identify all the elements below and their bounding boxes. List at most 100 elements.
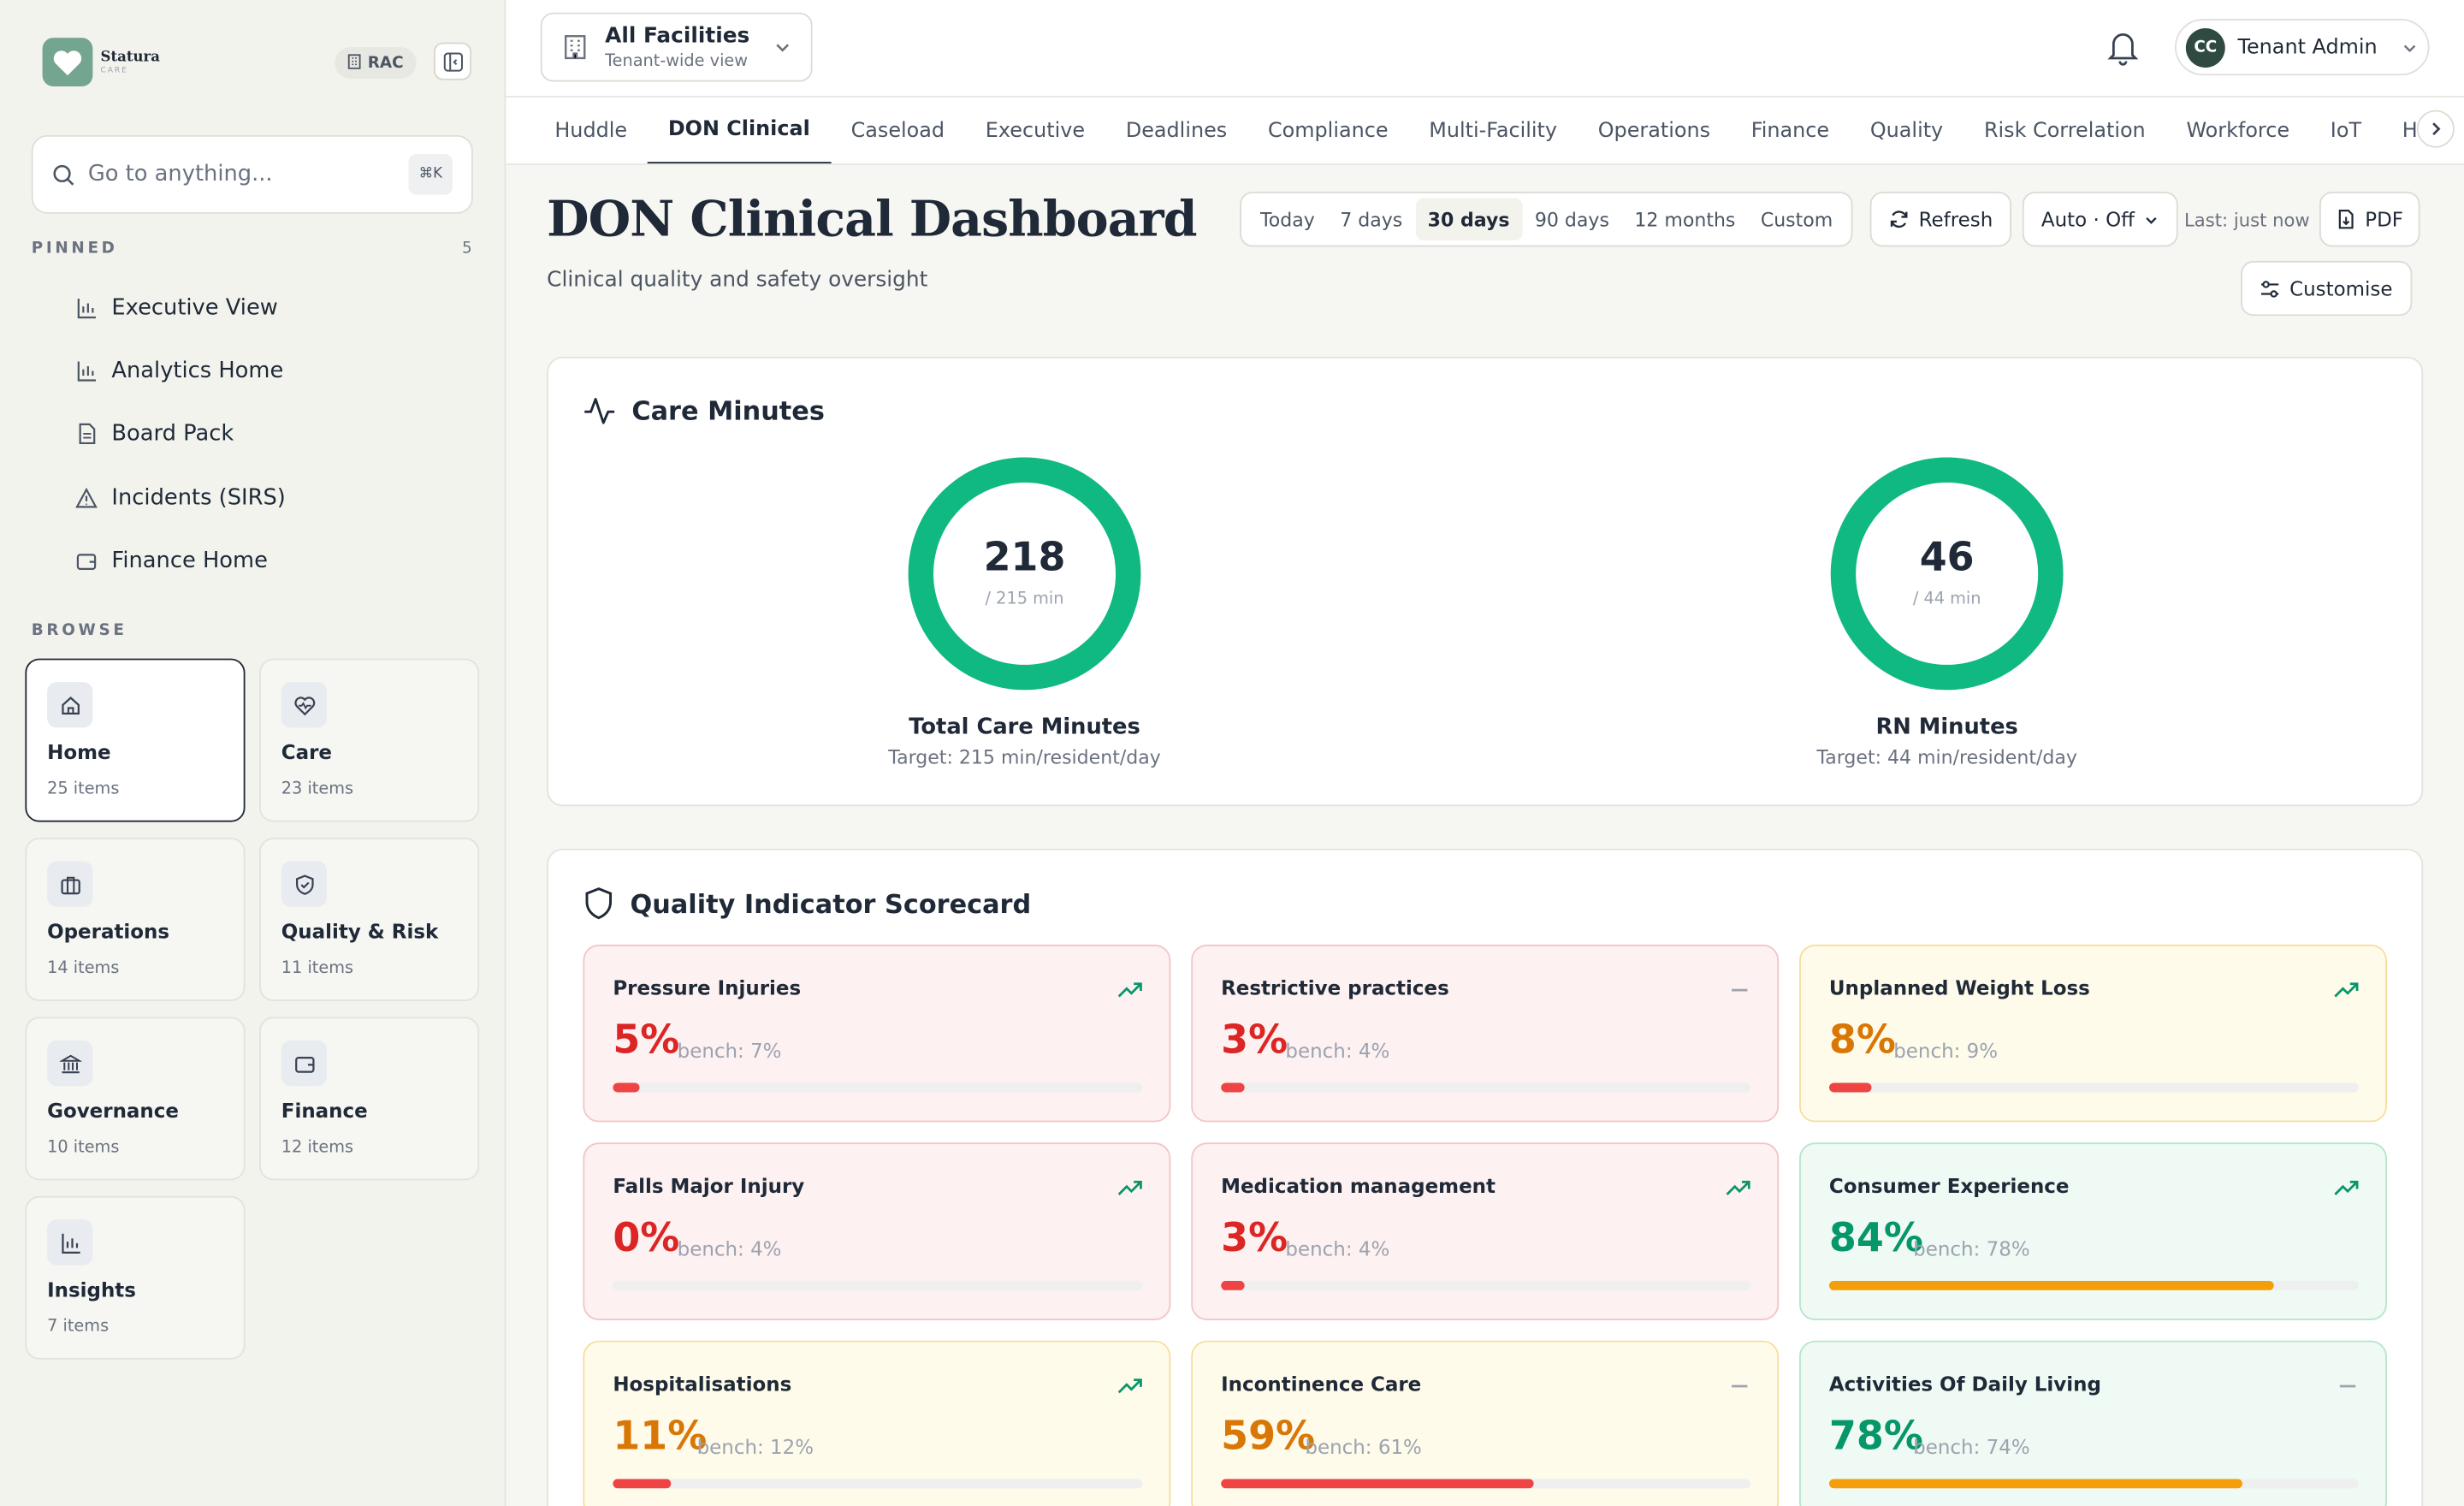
range-12-months[interactable]: 12 months — [1634, 208, 1736, 231]
tab-executive[interactable]: Executive — [985, 119, 1086, 144]
topbar: All Facilities Tenant-wide view CC Tenan… — [506, 0, 2464, 98]
browse-tile-governance[interactable]: Governance 10 items — [25, 1017, 246, 1181]
browse-tile-finance[interactable]: Finance 12 items — [259, 1017, 480, 1181]
user-name: Tenant Admin — [2237, 35, 2378, 59]
qi-progress-track — [1828, 1082, 2359, 1093]
heart-pulse-icon — [281, 682, 328, 728]
qi-benchmark: bench: 61% — [1305, 1434, 1422, 1459]
global-search-input[interactable]: Go to anything... ⌘K — [31, 134, 473, 214]
sidebar-collapse-icon — [442, 51, 463, 71]
qi-progress-track — [1221, 1280, 1751, 1290]
auto-refresh-dropdown[interactable]: Auto · Off — [2022, 192, 2179, 247]
pdf-export-button[interactable]: PDF — [2319, 192, 2421, 247]
notifications-button[interactable] — [2106, 28, 2140, 72]
qi-card[interactable]: Falls Major Injury 0% bench: 4% — [583, 1142, 1171, 1320]
facility-subtitle: Tenant-wide view — [605, 51, 749, 71]
tab-don-clinical[interactable]: DON Clinical — [647, 98, 831, 164]
gauge-target: / 44 min — [1912, 589, 1981, 608]
qi-card[interactable]: Consumer Experience 84% bench: 78% — [1799, 1142, 2387, 1320]
browse-tile-insights[interactable]: Insights 7 items — [25, 1195, 246, 1360]
briefcase-icon — [47, 861, 93, 907]
tab-operations[interactable]: Operations — [1597, 119, 1711, 144]
qi-progress-track — [1221, 1082, 1751, 1093]
trend-flat-icon — [2337, 1372, 2359, 1402]
bank-icon — [47, 1040, 93, 1087]
browse-tile-operations[interactable]: Operations 14 items — [25, 837, 246, 1001]
tab-risk-correlation[interactable]: Risk Correlation — [1983, 119, 2146, 144]
qi-value: 3% — [1221, 1214, 1288, 1261]
qi-progress-track — [1221, 1479, 1751, 1489]
building-icon — [347, 53, 362, 74]
tab-finance[interactable]: Finance — [1750, 119, 1830, 144]
range-90-days[interactable]: 90 days — [1534, 208, 1609, 231]
heart-logo-icon — [42, 38, 93, 87]
quality-scorecard-card: Quality Indicator Scorecard Pressure Inj… — [547, 848, 2424, 1506]
pinned-item-incidents[interactable]: Incidents (SIRS) — [75, 466, 286, 530]
range-7-days[interactable]: 7 days — [1340, 208, 1403, 231]
trend-up-icon — [2333, 1174, 2359, 1204]
trend-up-icon — [1117, 1372, 1142, 1402]
qi-card[interactable]: Hospitalisations 11% bench: 12% — [583, 1340, 1171, 1506]
tab-huddle[interactable]: Huddle — [554, 119, 628, 144]
qi-progress-fill — [1828, 1280, 2274, 1290]
brand-name: Statura — [100, 49, 160, 66]
pinned-item-label: Board Pack — [111, 422, 234, 448]
tabs-scroll-right-button[interactable] — [2416, 110, 2455, 148]
main-content: All Facilities Tenant-wide view CC Tenan… — [506, 0, 2464, 1506]
tile-count: 23 items — [281, 780, 354, 799]
gauge-label: Total Care Minutes — [909, 714, 1140, 741]
sliders-icon — [2261, 280, 2279, 297]
user-menu[interactable]: CC Tenant Admin — [2174, 19, 2430, 76]
care-minutes-title-text: Care Minutes — [631, 395, 825, 426]
qi-card[interactable]: Medication management 3% bench: 4% — [1191, 1142, 1780, 1320]
tab-compliance[interactable]: Compliance — [1267, 119, 1389, 144]
tab-multi-facility[interactable]: Multi-Facility — [1429, 119, 1557, 144]
tab-iot[interactable]: IoT — [2330, 119, 2362, 144]
wallet-icon — [76, 553, 97, 570]
facility-selector[interactable]: All Facilities Tenant-wide view — [540, 12, 813, 82]
dashboard-tabs: Huddle DON Clinical Caseload Executive D… — [506, 97, 2464, 165]
qi-benchmark: bench: 4% — [677, 1236, 782, 1261]
chevron-down-icon — [2147, 216, 2158, 223]
qi-card[interactable]: Activities Of Daily Living 78% bench: 74% — [1799, 1340, 2387, 1506]
tab-h-truncated[interactable]: H — [2402, 119, 2418, 144]
pinned-item-executive-view[interactable]: Executive View — [75, 276, 286, 340]
care-minutes-card: Care Minutes 218 / 215 min Total Care Mi… — [547, 356, 2424, 807]
customise-button[interactable]: Customise — [2241, 260, 2412, 317]
qi-progress-track — [1828, 1479, 2359, 1489]
qi-card[interactable]: Pressure Injuries 5% bench: 7% — [583, 944, 1171, 1123]
tile-label: Finance — [281, 1098, 368, 1123]
qi-benchmark: bench: 12% — [696, 1434, 814, 1459]
range-custom[interactable]: Custom — [1760, 208, 1833, 231]
qi-card[interactable]: Unplanned Weight Loss 8% bench: 9% — [1799, 944, 2387, 1123]
sidebar-collapse-button[interactable] — [433, 42, 472, 80]
chevron-right-icon — [2432, 122, 2441, 136]
pinned-section-title: PINNED — [31, 240, 118, 258]
browse-tile-care[interactable]: Care 23 items — [259, 658, 480, 822]
browse-section-title: BROWSE — [31, 622, 127, 640]
qi-progress-fill — [1221, 1082, 1245, 1093]
trend-up-icon — [1117, 976, 1142, 1006]
range-30-days[interactable]: 30 days — [1414, 198, 1523, 241]
tab-workforce[interactable]: Workforce — [2186, 119, 2290, 144]
pinned-item-board-pack[interactable]: Board Pack — [75, 403, 286, 466]
tab-quality[interactable]: Quality — [1869, 119, 1944, 144]
qi-benchmark: bench: 9% — [1893, 1039, 1999, 1063]
brand-logo[interactable]: Statura CARE — [42, 38, 160, 87]
refresh-button[interactable]: Refresh — [1869, 192, 2012, 247]
qi-value: 84% — [1828, 1214, 1923, 1261]
rac-chip[interactable]: RAC — [335, 47, 417, 79]
browse-tile-quality-risk[interactable]: Quality & Risk 11 items — [259, 837, 480, 1001]
qi-card[interactable]: Restrictive practices 3% bench: 4% — [1191, 944, 1780, 1123]
scorecard-title-text: Quality Indicator Scorecard — [630, 888, 1032, 919]
pinned-item-analytics-home[interactable]: Analytics Home — [75, 340, 286, 403]
qi-card[interactable]: Incontinence Care 59% bench: 61% — [1191, 1340, 1780, 1506]
browse-tile-home[interactable]: Home 25 items — [25, 658, 246, 822]
tab-caseload[interactable]: Caseload — [850, 119, 945, 144]
tab-deadlines[interactable]: Deadlines — [1125, 119, 1228, 144]
trend-flat-icon — [1728, 976, 1750, 1006]
brand-sub: CARE — [100, 65, 128, 75]
tile-label: Insights — [47, 1278, 136, 1301]
range-today[interactable]: Today — [1260, 208, 1315, 231]
pinned-item-finance-home[interactable]: Finance Home — [75, 530, 286, 593]
